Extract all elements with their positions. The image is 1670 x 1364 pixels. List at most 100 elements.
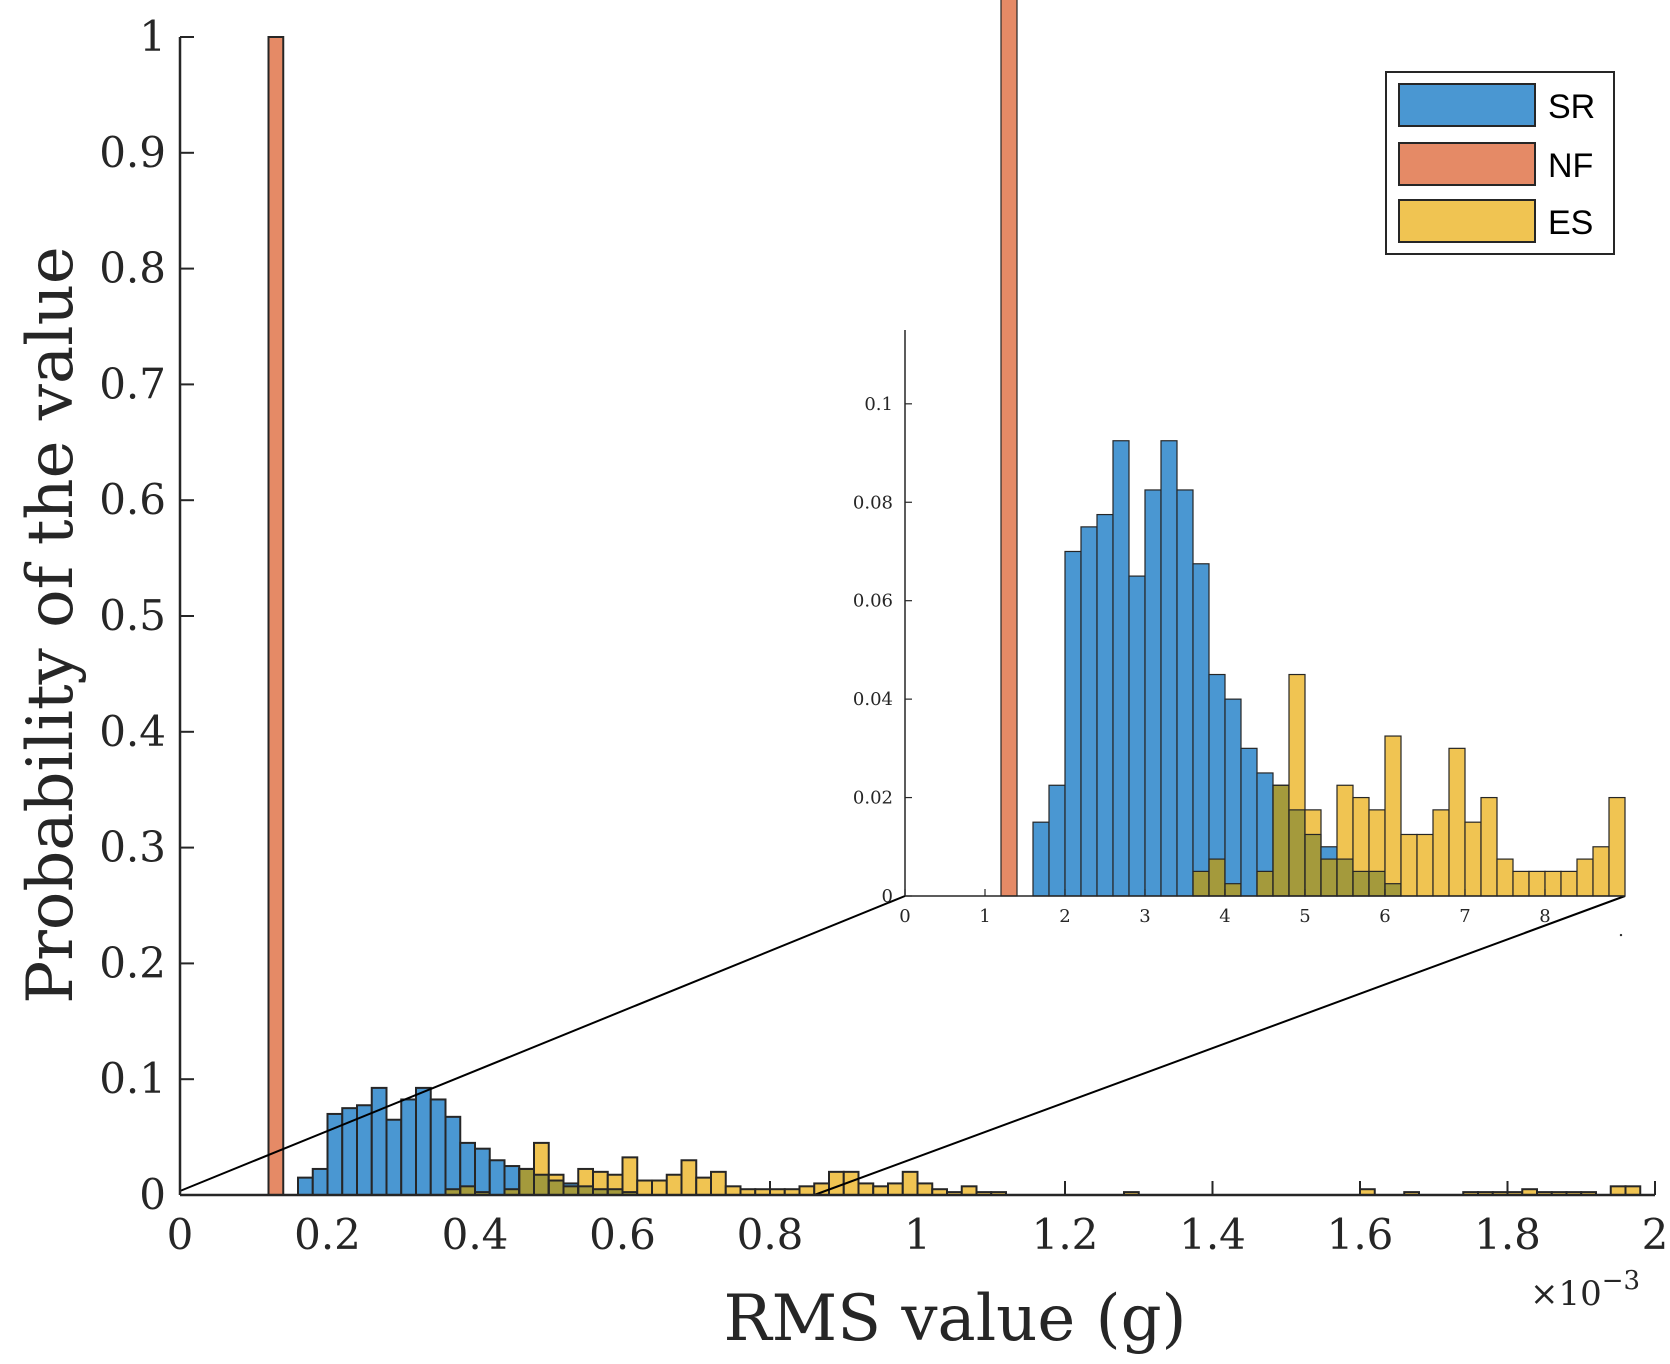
x-tick-label: 1.8 [1474,1210,1541,1259]
bar-es [666,1174,682,1195]
bar-es [1449,748,1465,896]
bar-es [1417,834,1433,896]
bar-es [1481,797,1497,896]
bar-es [1593,846,1609,896]
inset-x-tick-label: 2 [1059,906,1070,927]
bar-es [902,1171,918,1195]
bar-es [1478,1192,1493,1195]
y-tick-label: 0.8 [99,244,166,293]
bar-es [1385,736,1401,884]
bar-sr [489,1160,505,1195]
bar-overlap [460,1186,475,1195]
bar-es [843,1171,859,1195]
x-tick-label: 0.8 [737,1210,804,1259]
bar-overlap [1289,809,1305,896]
bar-es [1566,1192,1582,1195]
y-tick-label: 0.6 [99,475,166,524]
x-tick-label: 1 [904,1210,931,1259]
bar-es [873,1186,888,1195]
inset-x-tick-label: 4 [1219,906,1230,927]
bar-es [607,1174,623,1190]
bar-sr [1177,489,1193,896]
bar-overlap [1353,871,1369,896]
bar-es [1513,871,1529,896]
zoom-connector-lines [179,895,1626,1196]
inset-y-tick-label: 0.06 [853,591,893,612]
inset-axes: 0 1 2 3 4 5 6 7 8. 0 0.02 0.04 0.06 0.08 0.1 [853,330,1625,941]
bar-es [858,1183,874,1195]
x-tick-label: 2 [1642,1210,1669,1259]
bar-sr [386,1119,402,1195]
bar-overlap [1321,859,1337,896]
bar-es [534,1142,549,1175]
bar-sr [342,1108,357,1195]
x-tick-label: 1.6 [1327,1210,1394,1259]
bar-sr [1257,772,1273,872]
inset-zoom-panel: 0 1 2 3 4 5 6 7 8. 0 0.02 0.04 0.06 0.08 0.1 [853,0,1626,941]
bar-sr [401,1099,416,1195]
y-tick-label: 0.4 [99,707,166,756]
bar-es [814,1183,829,1195]
bar-overlap [1337,859,1353,896]
bar-sr [312,1168,328,1195]
inset-x-tick-label: 5 [1299,906,1310,927]
inset-bars [1000,0,1626,897]
bar-sr [1065,551,1081,896]
y-tick-label: 1 [139,12,166,61]
legend-label-nf: NF [1548,147,1593,185]
bar-overlap [504,1189,520,1195]
bar-es [1124,1192,1139,1195]
bar-sr [1049,785,1065,896]
bar-overlap [445,1189,461,1195]
main-axes: 0 0.2 0.4 0.6 0.8 1 1.2 1.4 1.6 1.8 200.10.20.30.4… [99,12,1668,1259]
bar-es [681,1160,697,1195]
bar-es [622,1157,638,1193]
bar-es [1433,809,1449,896]
x-tick-label: 0.4 [442,1210,509,1259]
bar-overlap [1225,883,1241,896]
bar-es [548,1174,564,1181]
bar-overlap [607,1189,623,1195]
bar-es [1463,1192,1478,1195]
bar-overlap [563,1186,579,1195]
bar-overlap [1273,785,1289,896]
legend-label-sr: SR [1548,88,1595,126]
bar-es [755,1189,770,1195]
bar-overlap [1257,871,1273,896]
bar-sr [327,1113,343,1195]
inset-y-tick-label: 0.08 [853,492,893,513]
legend-swatch-nf [1398,142,1536,186]
bar-es [1625,1186,1641,1195]
bar-es [711,1171,726,1195]
bar-es [1537,1192,1552,1195]
bar-sr [1321,846,1337,860]
bar-overlap [519,1168,534,1195]
legend-swatch-sr [1398,83,1536,127]
bar-sr [563,1183,579,1187]
bar-es [976,1192,992,1195]
bar-es [652,1180,667,1195]
inset-x-tick-label: 0 [899,906,910,927]
bar-sr [416,1087,431,1195]
x-exponent-label: ×10−3 [1530,1266,1640,1314]
bar-sr [1209,674,1225,860]
bar-sr [1129,576,1145,896]
inset-x-tick-label: 7 [1459,906,1470,927]
bar-overlap [1305,834,1321,896]
y-tick-label: 0.9 [99,128,166,177]
inset-x-tick-label: 8 [1539,906,1550,927]
bar-sr [298,1177,313,1195]
bar-es [1561,871,1577,896]
bar-es [740,1189,756,1195]
inset-x-tick-label: 1 [979,906,990,927]
x-tick-label: 0 [167,1210,194,1259]
bar-sr [445,1116,461,1190]
bar-es [1545,871,1561,896]
bar-overlap [593,1189,608,1195]
bar-es [1577,859,1593,896]
bar-nf [267,36,285,1196]
legend: SR NF ES [1385,71,1615,255]
y-tick-label: 0 [139,1170,166,1219]
bar-es [1337,785,1353,860]
